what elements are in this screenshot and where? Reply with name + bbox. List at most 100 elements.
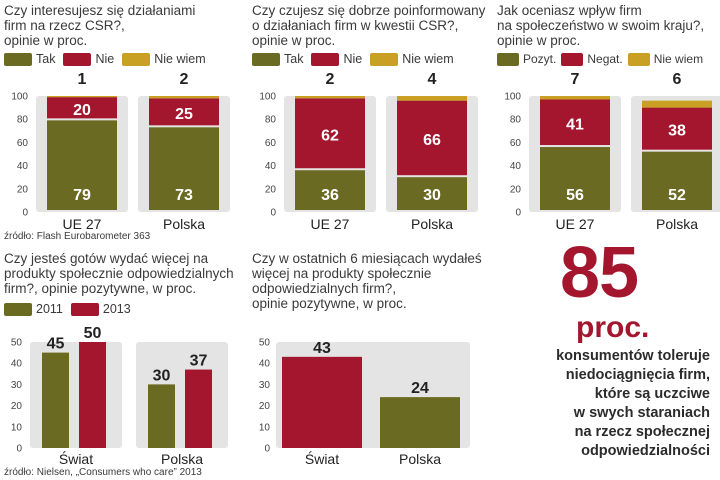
- x-category-label: Świat: [305, 450, 339, 467]
- bar-polska-tak: [149, 127, 219, 210]
- bar-świat-2013: [79, 342, 106, 448]
- bar-polska-niewiem: [397, 96, 467, 101]
- y-tick-label: 40: [265, 161, 277, 172]
- highlight-value: 85: [560, 233, 639, 313]
- p2-title: Czy czujesz się dobrze poinformowany o d…: [252, 3, 486, 48]
- data-label: 7: [571, 71, 580, 88]
- data-label: 62: [321, 127, 339, 144]
- legend-nie-wiem: Nie wiem: [122, 52, 206, 66]
- data-label: 30: [153, 367, 171, 384]
- y-tick-label: 10: [259, 422, 271, 433]
- data-label: 45: [47, 336, 65, 353]
- data-label: 73: [175, 187, 193, 204]
- x-category-label: Polska: [656, 216, 698, 231]
- legend-swatch-gold: [370, 52, 399, 66]
- bar-ue-27-niewiem: [540, 96, 610, 100]
- data-label: 30: [423, 187, 441, 204]
- p3-legend: Pozyt. Negat. Nie wiem: [497, 52, 703, 66]
- y-tick-label: 20: [11, 401, 23, 412]
- p5-title: Czy w ostatnich 6 miesiącach wydałeś wię…: [252, 251, 482, 311]
- chart-csr-informed: 0 20 40 60 80 100 36 62 2 UE 27 30 66 4 Polska: [259, 71, 478, 231]
- legend-nie-wiem: Nie wiem: [370, 52, 454, 66]
- y-tick-label: 40: [259, 359, 271, 370]
- p2-legend: Tak Nie Nie wiem: [252, 52, 462, 66]
- y-tick-label: 40: [510, 161, 522, 172]
- data-label: 56: [566, 187, 584, 204]
- y-tick-label: 30: [11, 380, 23, 391]
- chart-impact: 0 20 40 60 80 100 56 41 7 UE 27 52 38 6 Polska: [504, 71, 720, 231]
- data-label: 79: [73, 187, 91, 204]
- x-category-label: Polska: [411, 216, 453, 231]
- y-tick-label: 0: [270, 208, 276, 219]
- bar-ue-27-niewiem: [295, 96, 365, 99]
- x-category-label: Polska: [399, 451, 441, 467]
- y-tick-label: 40: [17, 161, 29, 172]
- highlight-unit: proc.: [576, 311, 650, 344]
- legend-swatch-olive: [4, 302, 32, 316]
- data-label: 4: [428, 71, 437, 88]
- y-tick-label: 60: [265, 138, 277, 149]
- legend-swatch-red: [311, 52, 340, 66]
- x-category-label: Świat: [59, 450, 93, 467]
- data-label: 38: [668, 123, 686, 140]
- data-label: 43: [313, 340, 331, 357]
- bar-polska-pozyt: [642, 151, 712, 210]
- data-label: 2: [180, 71, 189, 88]
- legend-swatch-gold: [627, 52, 650, 66]
- y-tick-label: 20: [17, 184, 29, 195]
- bar-ue-27-niewiem: [47, 96, 117, 98]
- x-category-label: UE 27: [63, 216, 102, 231]
- bar-ue-27-nie: [295, 98, 365, 169]
- legend-negat: Negat.: [561, 52, 623, 66]
- legend-swatch-red: [561, 52, 584, 66]
- bar-polska-niewiem: [642, 100, 712, 108]
- p1-title: Czy interesujesz się działaniami firm na…: [4, 3, 196, 48]
- data-label: 66: [423, 132, 441, 149]
- y-tick-label: 100: [504, 92, 521, 103]
- data-label: 2: [326, 71, 335, 88]
- chart-spent-more: 0 10 20 30 40 50 43 Świat 24 Polska: [259, 338, 470, 467]
- x-category-label: Polska: [163, 216, 205, 231]
- bar-ue-27-tak: [295, 170, 365, 210]
- data-label: 37: [190, 353, 208, 370]
- data-label: 1: [78, 71, 87, 88]
- y-tick-label: 80: [265, 115, 277, 126]
- y-tick-label: 50: [11, 338, 23, 349]
- legend-swatch-olive: [497, 52, 519, 66]
- bar-ue-27-negat: [540, 99, 610, 146]
- bar-polska-2011: [148, 384, 175, 448]
- legend-nie: Nie: [63, 52, 114, 66]
- y-tick-label: 30: [259, 380, 271, 391]
- source-eurobarometer: źródło: Flash Eurobarometer 363: [4, 231, 151, 242]
- legend-swatch-red: [70, 302, 99, 316]
- p1-legend: Tak Nie Nie wiem: [4, 52, 214, 66]
- y-tick-label: 80: [510, 115, 522, 126]
- data-label: 52: [668, 187, 686, 204]
- bar-ue-27-pozyt: [540, 147, 610, 210]
- y-tick-label: 100: [11, 92, 28, 103]
- data-label: 20: [73, 102, 91, 119]
- data-label: 24: [411, 380, 429, 397]
- y-tick-label: 60: [17, 138, 29, 149]
- y-tick-label: 0: [22, 208, 28, 219]
- bar-polska: [380, 397, 460, 448]
- chart-willing-to-pay: 0 10 20 30 40 50 45 50 Świat 30 37 Polska: [11, 325, 228, 467]
- legend-swatch-red: [63, 52, 92, 66]
- y-tick-label: 10: [11, 422, 23, 433]
- y-tick-label: 60: [510, 138, 522, 149]
- data-label: 50: [84, 325, 102, 342]
- y-tick-label: 20: [510, 184, 522, 195]
- p4-legend: 2011 2013: [4, 302, 139, 316]
- data-label: 41: [566, 116, 584, 133]
- data-label: 36: [321, 187, 339, 204]
- bar-świat-2011: [42, 352, 69, 448]
- y-tick-label: 0: [515, 208, 521, 219]
- x-category-label: UE 27: [556, 216, 595, 231]
- legend-tak: Tak: [4, 52, 55, 66]
- highlight-description: konsumentów toleruje niedociągnięcia fir…: [556, 348, 710, 459]
- data-label: 25: [175, 106, 193, 123]
- x-category-label: UE 27: [311, 216, 350, 231]
- data-label: 6: [673, 71, 682, 88]
- chart-csr-interest: 0 20 40 60 80 100 79 20 1 UE 27 73 25 2 Polska: [11, 71, 230, 231]
- legend-swatch-olive: [4, 52, 32, 66]
